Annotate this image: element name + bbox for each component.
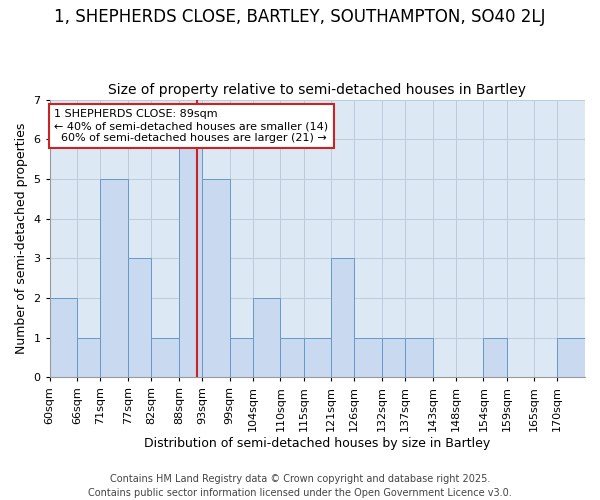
Bar bbox=[280, 338, 304, 378]
Bar bbox=[50, 298, 77, 378]
Text: 1 SHEPHERDS CLOSE: 89sqm
← 40% of semi-detached houses are smaller (14)
  60% of: 1 SHEPHERDS CLOSE: 89sqm ← 40% of semi-d… bbox=[55, 110, 328, 142]
Bar bbox=[382, 338, 405, 378]
Bar bbox=[100, 179, 128, 378]
Bar bbox=[405, 338, 433, 378]
Bar bbox=[230, 338, 253, 378]
Bar bbox=[77, 338, 100, 378]
Bar bbox=[202, 179, 230, 378]
Bar bbox=[484, 338, 506, 378]
Text: Contains HM Land Registry data © Crown copyright and database right 2025.
Contai: Contains HM Land Registry data © Crown c… bbox=[88, 474, 512, 498]
Bar bbox=[331, 258, 354, 378]
X-axis label: Distribution of semi-detached houses by size in Bartley: Distribution of semi-detached houses by … bbox=[144, 437, 490, 450]
Bar bbox=[557, 338, 585, 378]
Title: Size of property relative to semi-detached houses in Bartley: Size of property relative to semi-detach… bbox=[109, 83, 526, 97]
Bar bbox=[179, 139, 202, 378]
Bar bbox=[304, 338, 331, 378]
Bar bbox=[253, 298, 280, 378]
Y-axis label: Number of semi-detached properties: Number of semi-detached properties bbox=[15, 123, 28, 354]
Bar bbox=[151, 338, 179, 378]
Bar bbox=[354, 338, 382, 378]
Text: 1, SHEPHERDS CLOSE, BARTLEY, SOUTHAMPTON, SO40 2LJ: 1, SHEPHERDS CLOSE, BARTLEY, SOUTHAMPTON… bbox=[54, 8, 546, 26]
Bar bbox=[128, 258, 151, 378]
